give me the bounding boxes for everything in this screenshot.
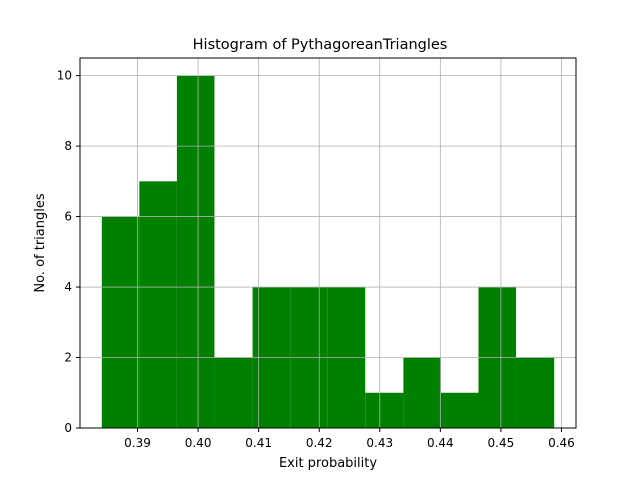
histogram-bar (176, 75, 215, 428)
histogram-bar (139, 181, 177, 428)
y-tick-label: 10 (57, 69, 72, 83)
x-tick-label: 0.41 (245, 436, 272, 450)
x-tick-label: 0.45 (488, 436, 515, 450)
x-tick-label: 0.44 (427, 436, 454, 450)
x-tick-label: 0.43 (366, 436, 393, 450)
x-tick-label: 0.39 (124, 436, 151, 450)
histogram-bar (403, 357, 441, 428)
y-tick-label: 0 (64, 421, 72, 435)
histogram-bar (516, 357, 555, 428)
y-tick-label: 4 (64, 280, 72, 294)
histogram-bar (101, 216, 140, 428)
ticks-layer: 0.39 0.40 0.41 0.42 0.43 0.44 0.45 0.46 0 2 4 6 8 10 (57, 69, 575, 450)
y-tick-label: 8 (64, 139, 72, 153)
histogram-bar (440, 392, 479, 428)
x-axis-label: Exit probability (279, 456, 377, 471)
y-tick-label: 6 (64, 210, 72, 224)
x-tick-label: 0.42 (306, 436, 333, 450)
chart-title: Histogram of PythagoreanTriangles (193, 37, 448, 53)
x-tick-label: 0.46 (548, 436, 575, 450)
y-axis-label: No. of triangles (33, 193, 48, 292)
histogram-bar (214, 357, 253, 428)
y-tick-label: 2 (64, 351, 72, 365)
x-tick-label: 0.40 (185, 436, 212, 450)
histogram-bar (365, 392, 404, 428)
plot-frame (79, 57, 577, 429)
